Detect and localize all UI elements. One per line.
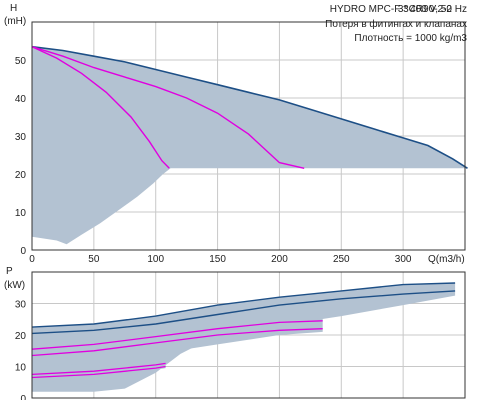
power-band-2 bbox=[32, 317, 323, 367]
head-axis-symbol: H bbox=[10, 3, 17, 14]
flow-tick-label: 300 bbox=[395, 254, 412, 265]
flow-tick-label: 150 bbox=[209, 254, 226, 265]
head-tick-label: 30 bbox=[15, 132, 27, 143]
system-curve-1 bbox=[31, 46, 305, 169]
power-curve-6 bbox=[31, 365, 166, 379]
max-speed-curve bbox=[31, 45, 468, 169]
power-tick-label: 0 bbox=[20, 394, 26, 400]
head-tick-label: 50 bbox=[15, 56, 27, 67]
power-band-1 bbox=[32, 283, 456, 392]
power-axis-unit: (kW) bbox=[4, 280, 25, 291]
power-flow-plot: 0 10 20 30 bbox=[15, 271, 466, 400]
head-tick-label: 40 bbox=[15, 94, 27, 105]
flow-tick-label: 200 bbox=[271, 254, 288, 265]
density-note: Плотность = 1000 kg/m3 bbox=[354, 33, 467, 44]
operating-area bbox=[32, 46, 468, 245]
flow-tick-label: 0 bbox=[29, 254, 35, 265]
flow-tick-label: 250 bbox=[333, 254, 350, 265]
system-curve-2 bbox=[31, 46, 170, 169]
power-axis-symbol: P bbox=[6, 266, 13, 277]
head-axis-unit: (mH) bbox=[4, 16, 26, 27]
power-curve-4 bbox=[31, 328, 323, 357]
flow-axis-label: Q(m3/h) bbox=[428, 254, 465, 265]
fittings-loss-note: Потеря в фитингах и клапанах bbox=[325, 18, 467, 30]
power-tick-label: 10 bbox=[15, 363, 27, 374]
power-curve-2 bbox=[31, 290, 456, 335]
head-tick-label: 10 bbox=[15, 208, 27, 219]
head-plot-frame bbox=[31, 21, 466, 251]
flow-tick-label: 100 bbox=[147, 254, 164, 265]
power-curve-1 bbox=[31, 282, 456, 328]
model-label: HYDRO MPC-F 3CR90-2-2 bbox=[330, 4, 453, 15]
head-tick-label: 20 bbox=[15, 170, 27, 181]
power-supply-label: 3* 400 V, 50 Hz bbox=[398, 4, 467, 15]
power-tick-label: 30 bbox=[15, 300, 27, 311]
head-tick-label: 0 bbox=[20, 246, 26, 257]
power-curve-5 bbox=[31, 362, 166, 376]
flow-tick-label: 50 bbox=[88, 254, 100, 265]
power-tick-label: 20 bbox=[15, 331, 27, 342]
power-plot-frame bbox=[31, 271, 466, 399]
power-curve-3 bbox=[31, 320, 323, 350]
head-flow-plot: 0 50 100 150 200 250 300 0 10 20 30 40 50 bbox=[15, 21, 468, 265]
